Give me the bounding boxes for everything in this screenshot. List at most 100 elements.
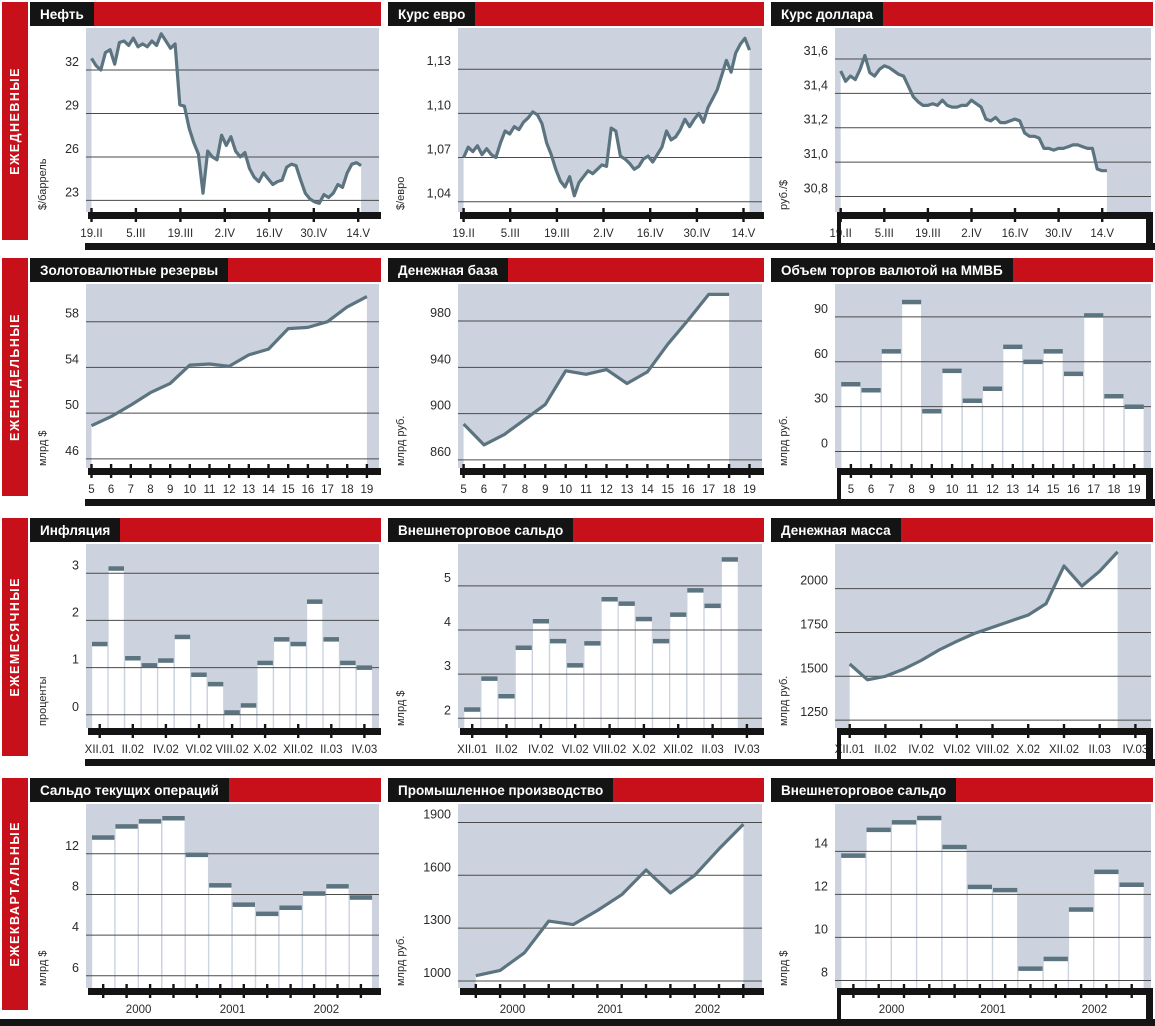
- y-axis-label: 58: [65, 307, 79, 321]
- x-axis-label: XII.01: [85, 744, 115, 756]
- x-axis-label: VIII.02: [215, 744, 248, 756]
- row-frequency-text: ЕЖЕНЕДЕЛЬНЫЕ: [8, 313, 22, 441]
- x-axis-label: VI.02: [943, 744, 970, 756]
- x-axis-label: 19: [1128, 484, 1141, 496]
- x-axis-label: 16.IV: [256, 228, 283, 240]
- chart-panel: Инфляция 3 2 1 0 проценты XII.01 II.02 IV.02 VI.0…: [30, 518, 381, 770]
- x-axis-label: 2.IV: [961, 228, 982, 240]
- row-bottom-rule: [85, 759, 1155, 766]
- y-axis-label: 31,0: [804, 147, 828, 161]
- chart-panel: Внешнеторговое сальдо 5 4 3 2 млрд $ XII.01 II.…: [388, 518, 764, 770]
- x-axis-label: 16.IV: [1002, 228, 1029, 240]
- x-axis-label: 14.V: [346, 228, 370, 240]
- row-frequency-text: ЕЖЕКВАРТАЛЬНЫЕ: [8, 821, 22, 967]
- x-axis-label: 10: [946, 484, 959, 496]
- x-axis-label: II.02: [874, 744, 896, 756]
- x-axis-label: 13: [1006, 484, 1019, 496]
- row-frequency-label: ЕЖЕНЕДЕЛЬНЫЕ: [2, 258, 28, 496]
- x-axis-label: 10: [183, 484, 196, 496]
- y-axis-label: 1750: [800, 618, 828, 632]
- x-axis-label: 11: [966, 484, 978, 496]
- y-axis-label: 6: [72, 961, 79, 975]
- y-axis-label: 3: [72, 558, 79, 572]
- chart-plot-line: 58 54 50 46 млрд $ 5 6 7 8 9 10 11 12 13 14 15 16 17 18 19: [37, 284, 381, 496]
- x-axis-label: XII.02: [283, 744, 313, 756]
- y-axis-label: 29: [65, 99, 79, 113]
- chart-panel: Сальдо текущих операций 12 8 4 6 млрд $ 2000 20…: [30, 778, 381, 1026]
- y-axis-label: 3: [444, 659, 451, 673]
- x-axis-label: 14: [262, 484, 275, 496]
- y-axis-label: 31,6: [804, 44, 828, 58]
- x-axis-label: II.03: [1089, 744, 1111, 756]
- x-axis-label: 15: [1047, 484, 1060, 496]
- x-axis-year-label: 2000: [126, 1004, 152, 1016]
- x-axis-label: 18: [341, 484, 354, 496]
- y-axis-label: 1,13: [427, 54, 451, 68]
- x-axis-label: II.02: [495, 744, 517, 756]
- x-axis-label: 18: [1108, 484, 1121, 496]
- chart-title-band: Курс евро: [388, 2, 764, 26]
- chart-title: Курс евро: [388, 2, 476, 26]
- y-axis-label: 32: [65, 55, 79, 69]
- y-axis-label: 900: [430, 399, 451, 413]
- chart-plot-line: 1,13 1,10 1,07 1,04 $/евро 19.II 5.III 19.III 2.…: [395, 28, 764, 240]
- row-frequency-label: ЕЖЕМЕСЯЧНЫЕ: [2, 518, 28, 756]
- x-axis-label: 5: [88, 484, 94, 496]
- y-axis-unit-label: млрд $: [37, 951, 49, 986]
- y-axis-label: 1,10: [427, 98, 451, 112]
- x-axis-label: 9: [542, 484, 548, 496]
- x-axis-label: 14.V: [732, 228, 756, 240]
- x-axis-label: 5: [848, 484, 854, 496]
- x-axis-year-label: 2001: [597, 1004, 623, 1016]
- chart-panel: Курс доллара 31,6 31,4 31,2 31,0 30,8 руб./$ 19…: [771, 2, 1153, 252]
- y-axis-label: 2000: [800, 574, 828, 588]
- x-axis-label: IV.02: [528, 744, 554, 756]
- chart-panel: Денежная база 980 940 900 860 млрд руб. 5 6 7 8 9 1…: [388, 258, 764, 508]
- y-axis-unit-label: млрд руб.: [778, 676, 790, 726]
- y-axis-unit-label: $/евро: [395, 177, 407, 210]
- x-axis-label: 6: [481, 484, 487, 496]
- x-axis-label: 16: [682, 484, 695, 496]
- x-axis-label: 19.III: [544, 228, 570, 240]
- y-axis-label: 4: [444, 615, 451, 629]
- chart-plot-line: 2000 1750 1500 1250 млрд руб. XII.01 II.02 IV.0…: [778, 544, 1153, 759]
- y-axis-label: 5: [444, 571, 451, 585]
- chart-panel: Промышленное производство 1900 1600 1300 100…: [388, 778, 764, 1026]
- y-axis-label: 50: [65, 398, 79, 412]
- x-axis-label: VIII.02: [976, 744, 1009, 756]
- x-axis-label: 14: [641, 484, 654, 496]
- chart-title: Золотовалютные резервы: [30, 258, 229, 282]
- y-axis-unit-label: млрд руб.: [778, 416, 790, 466]
- y-axis-label: 30: [814, 392, 828, 406]
- y-axis-label: 31,4: [804, 78, 828, 92]
- y-axis-unit-label: млрд $: [778, 951, 790, 986]
- x-axis-year-label: 2000: [500, 1004, 526, 1016]
- chart-title-band: Курс доллара: [771, 2, 1153, 26]
- chart-plot-bar: 3 2 1 0 проценты XII.01 II.02 IV.02 VI.02 VIII.02…: [37, 544, 381, 756]
- row-bottom-rule: [0, 1019, 1155, 1026]
- chart-panel: Внешнеторговое сальдо 14 12 10 8 млрд $ 2000 20…: [771, 778, 1153, 1026]
- x-axis-label: XII.02: [1049, 744, 1079, 756]
- y-axis-label: 14: [814, 836, 828, 850]
- y-axis-label: 0: [821, 437, 828, 451]
- chart-title-band: Промышленное производство: [388, 778, 764, 802]
- x-axis-label: II.03: [320, 744, 342, 756]
- chart-plot-line: 1900 1600 1300 1000 млрд руб. 2000 2001 2002: [395, 804, 764, 1016]
- x-axis-label: 2.IV: [215, 228, 236, 240]
- chart-panel: Объем торгов валютой на ММВБ 90 60 30 0 млрд …: [771, 258, 1153, 508]
- x-axis-label: 8: [147, 484, 153, 496]
- row-bottom-rule: [85, 499, 1155, 506]
- x-axis-label: IV.03: [734, 744, 760, 756]
- chart-plot-bar: 12 8 4 6 млрд $ 2000 2001 2002: [37, 804, 381, 1016]
- y-axis-unit-label: млрд руб.: [395, 936, 407, 986]
- chart-title-band: Денежная база: [388, 258, 764, 282]
- y-axis-label: 1500: [800, 661, 828, 675]
- y-axis-label: 940: [430, 352, 451, 366]
- x-axis-label: 12: [223, 484, 236, 496]
- x-axis-label: 7: [128, 484, 134, 496]
- x-axis-label: IV.03: [1123, 744, 1149, 756]
- row-frequency-text: ЕЖЕДНЕВНЫЕ: [8, 67, 22, 175]
- chart-title-band: Внешнеторговое сальдо: [388, 518, 764, 542]
- chart-title: Курс доллара: [771, 2, 883, 26]
